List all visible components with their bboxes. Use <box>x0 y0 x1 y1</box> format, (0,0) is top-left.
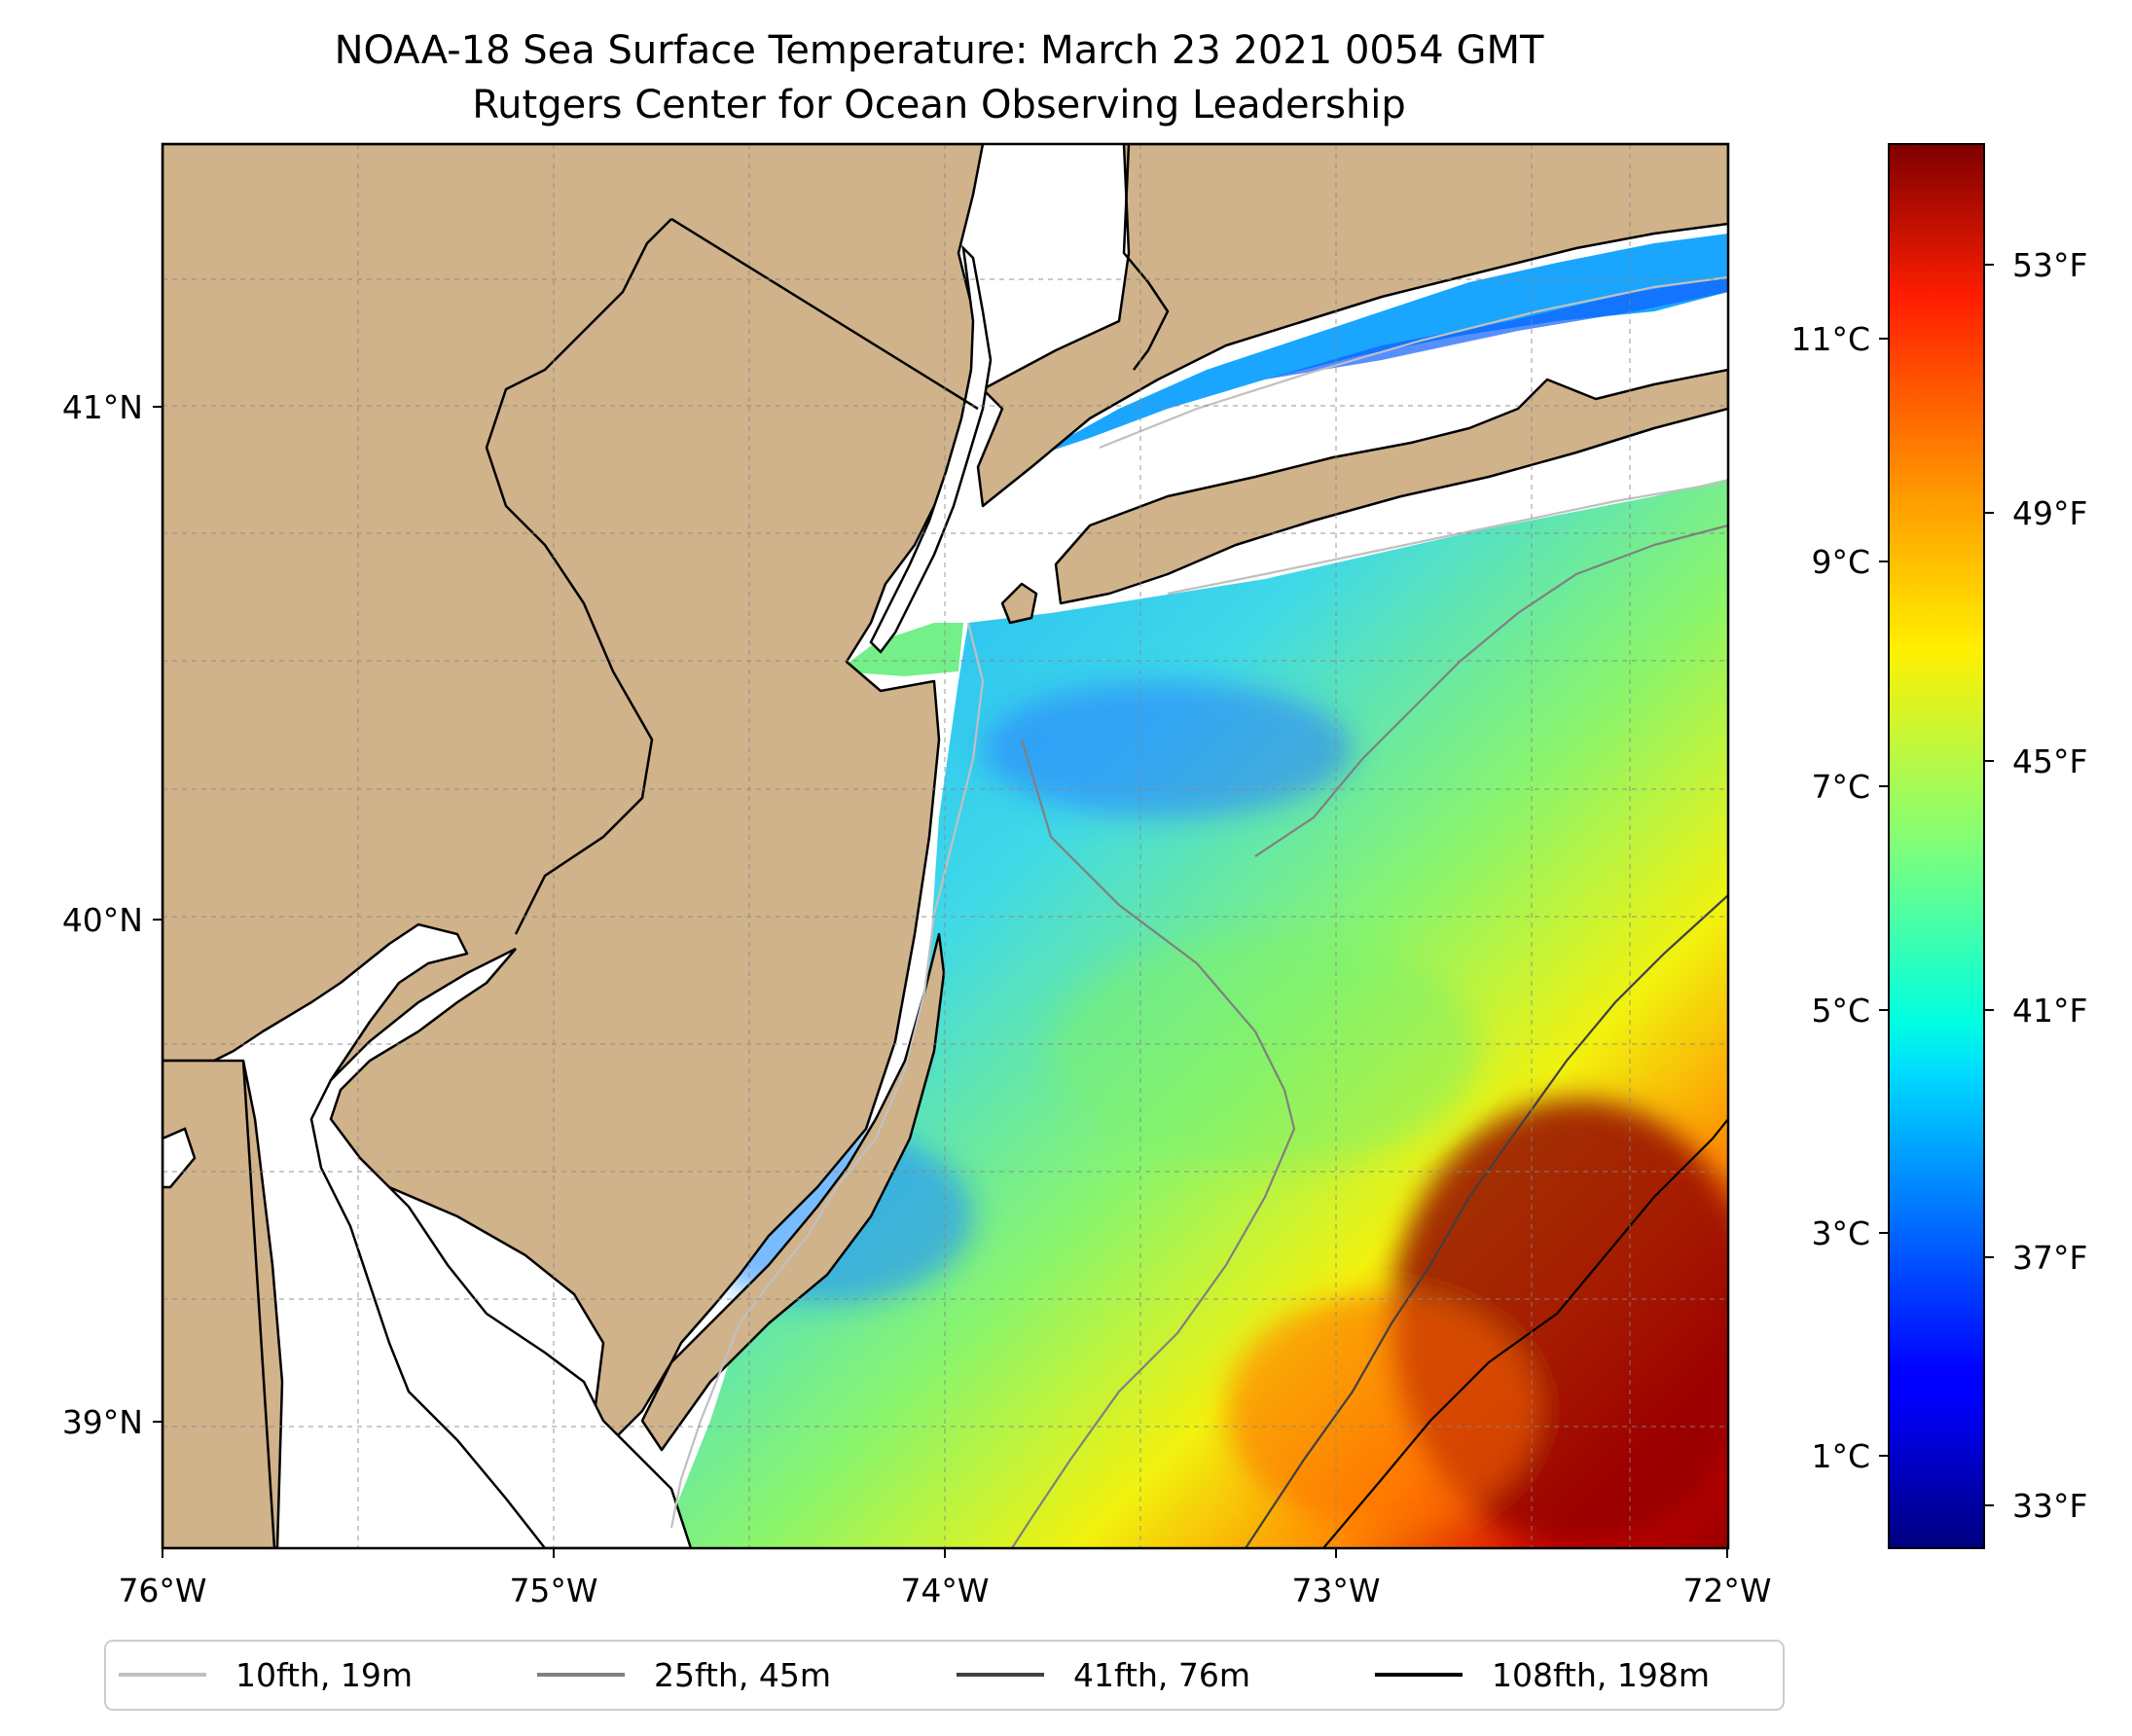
bathymetry-contours <box>669 275 1728 1548</box>
colorbar-gradient <box>1888 143 1985 1549</box>
de-md-border <box>241 1060 276 1548</box>
colorbar-fahrenheit-label: 37°F <box>2012 1239 2087 1277</box>
sst-blend <box>681 681 1728 1547</box>
colorbar-celsius-label: 1°C <box>1811 1437 1870 1475</box>
colorbar-celsius-label: 9°C <box>1811 543 1870 581</box>
ny-nj-border <box>670 217 979 411</box>
contour-25fth-shelf <box>1254 524 1728 857</box>
y-axis: 39°N 40°N 41°N <box>62 388 163 1441</box>
colorbar-fahrenheit-label: 53°F <box>2012 246 2087 284</box>
contour-108fth-198m <box>1322 1118 1728 1548</box>
chart-title-line1: NOAA-18 Sea Surface Temperature: March 2… <box>335 28 1544 73</box>
land-staten-island <box>1000 582 1038 625</box>
land <box>163 144 1728 1548</box>
colorbar-celsius-label: 7°C <box>1811 768 1870 806</box>
colorbar-celsius-label: 11°C <box>1790 320 1870 358</box>
colorbar: 1°C 3°C 5°C 7°C 9°C 11°C 33°F 37°F 41°F … <box>1790 143 2087 1549</box>
legend-label-108fth: 108fth, 198m <box>1492 1656 1710 1694</box>
sst-long-island-sound <box>1031 234 1728 457</box>
colorbar-fahrenheit-ticks <box>1984 264 1994 1506</box>
x-tick-label: 74°W <box>900 1572 989 1609</box>
contour-10fth-19m <box>669 622 985 1529</box>
contour-41fth-76m <box>1245 894 1728 1548</box>
x-tick-label: 72°W <box>1682 1572 1771 1609</box>
contour-25fth-45m <box>1011 739 1296 1548</box>
delaware-river <box>309 947 693 1548</box>
chart-title-line2: Rutgers Center for Ocean Observing Leade… <box>472 83 1406 127</box>
land-cape-may <box>640 932 946 1452</box>
x-tick-label: 75°W <box>509 1572 597 1609</box>
x-tick-label: 73°W <box>1291 1572 1380 1609</box>
colorbar-fahrenheit-label: 41°F <box>2012 992 2087 1030</box>
colorbar-celsius-label: 3°C <box>1811 1214 1870 1252</box>
x-axis: 76°W 75°W 74°W 73°W 72°W <box>118 1548 1772 1609</box>
colorbar-fahrenheit-label: 49°F <box>2012 494 2087 532</box>
x-tick-label: 76°W <box>118 1572 206 1609</box>
ny-ct-border <box>1122 144 1170 371</box>
legend-label-25fth: 25fth, 45m <box>654 1656 831 1694</box>
y-tick-label: 40°N <box>62 901 143 939</box>
chesapeake-bay-fragment <box>163 1127 197 1189</box>
sst-sound-blue-band <box>1265 277 1728 380</box>
hudson-river <box>869 244 993 654</box>
map-panel <box>163 144 1728 1548</box>
legend-label-41fth: 41fth, 76m <box>1073 1656 1250 1694</box>
colorbar-celsius-label: 5°C <box>1811 992 1870 1030</box>
y-tick-label: 41°N <box>62 388 143 426</box>
water-no-data <box>163 244 993 1548</box>
legend-label-10fth: 10fth, 19m <box>235 1656 413 1694</box>
sst-field <box>642 234 1728 1548</box>
legend: 10fth, 19m 25fth, 45m 41fth, 76m 108fth,… <box>104 1640 1785 1711</box>
contour-10fth-li-south <box>1167 480 1728 596</box>
contour-10fth-sound <box>1099 275 1728 450</box>
colorbar-celsius-ticks <box>1879 338 1889 1457</box>
sst-cool-patch <box>983 681 1353 817</box>
pa-nj-border <box>485 218 672 935</box>
colorbar-fahrenheit-label: 33°F <box>2012 1487 2087 1525</box>
colorbar-fahrenheit-label: 45°F <box>2012 742 2087 780</box>
sst-warm-edge <box>1226 1294 1537 1528</box>
legend-box <box>104 1640 1785 1711</box>
sst-raritan-bay <box>837 623 963 676</box>
y-tick-label: 39°N <box>62 1403 143 1441</box>
land-long-island <box>1054 368 1728 605</box>
gridlines <box>163 144 1728 1548</box>
land-connecticut-westchester <box>976 144 1728 508</box>
state-boundaries <box>241 144 1170 1548</box>
